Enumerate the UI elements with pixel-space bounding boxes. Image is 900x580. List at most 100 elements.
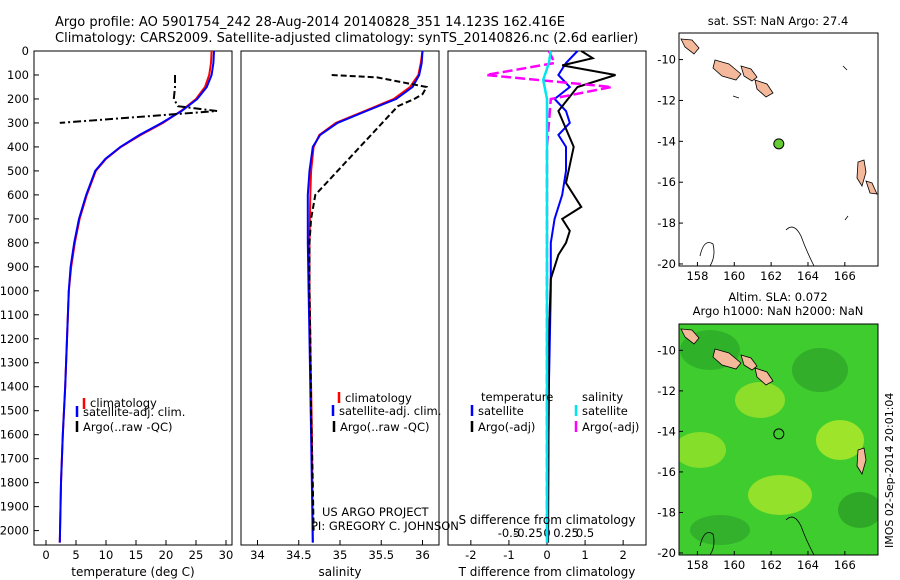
contour-line [699,532,715,555]
y-tick-label: 1100 [0,308,29,322]
sla-blob [735,382,785,418]
credit-line1: US ARGO PROJECT [322,505,430,519]
salinity-ticks: 34 34.5 35 35.5 36 [250,540,430,562]
difference-legend: temperature salinity satellite Argo(-adj… [470,390,639,434]
island-shape [754,79,774,98]
x-tick-label: 36 [415,548,430,562]
y-tick-label: 1700 [0,452,29,466]
x-tick-label: -2 [465,548,476,562]
x-tick-label: 34.5 [286,548,312,562]
y-tick-label: 400 [7,140,29,154]
lon-tick-label: 160 [723,269,745,283]
sst-map: sat. SST: NaN Argo: 27.4 158 160 162 164 166… [657,14,879,283]
y-tick-label: 1900 [0,500,29,514]
island-shape [754,367,774,386]
series-satellite-adj-clim-line [58,50,215,543]
sla-map: Altim. SLA: 0.072 Argo h1000: NaN h2000:… [657,290,879,572]
lat-tick-label: -12 [657,384,676,398]
x-tick-label: 15 [129,548,144,562]
x-tick-label: 1 [581,548,588,562]
sla-map-ticks: 158 160 162 164 166 -10 -12 -14 -16 -18 -20 [657,343,856,572]
series-argo-raw-qc-line [59,75,218,124]
series-satellite-adj-clim-line [306,50,424,543]
temperature-xlabel: temperature (deg C) [71,565,194,579]
sla-blob [748,475,812,515]
y-tick-label: 500 [7,164,29,178]
salinity-diff-tick-label: -0.25 [513,526,543,540]
y-tick-label: 1300 [0,356,29,370]
timestamp-watermark: IMOS 02-Sep-2014 20:01:04 [883,393,896,548]
lat-tick-label: -14 [657,134,676,148]
x-tick-label: 20 [159,548,174,562]
lon-tick-label: 164 [797,269,819,283]
lat-tick-label: -10 [657,53,676,67]
y-tick-label: 1000 [0,284,29,298]
sla-map-subtitle: Argo h1000: NaN h2000: NaN [693,304,864,318]
argo-float-location-marker [773,138,785,150]
salinity-panel: 34 34.5 35 35.5 36 salinity climatology sate… [240,50,459,579]
difference-panel: -2 -1 0 1 2-0.5-0.25 0 0.250.5 S difference fr… [447,50,647,579]
sst-coastlines [680,38,878,195]
lon-tick-label: 160 [723,558,745,572]
y-tick-label: 2000 [0,524,29,538]
lat-tick-label: -16 [657,175,676,189]
sst-map-frame [678,32,879,267]
legend-s-satellite: satellite [582,404,628,418]
island-shape [740,65,758,82]
salinity-xlabel: salinity [318,565,361,579]
temperature-ticks: 0 5 10 15 20 25 30 [42,540,233,562]
x-tick-label: 0 [543,548,550,562]
legend-argo: Argo(..raw -QC) [83,420,173,434]
header-line1: Argo profile: AO 5901754_242 28-Aug-2014… [55,15,565,30]
salinity-axes-frame [240,50,440,546]
legend-climatology: climatology [90,396,157,410]
series-t-argo-line [547,50,616,543]
sla-blob [816,420,864,460]
lon-tick-label: 166 [834,558,856,572]
island-shape [712,348,742,370]
y-tick-label: 200 [7,92,29,106]
y-tick-label: 100 [7,68,29,82]
lon-tick-label: 158 [686,269,708,283]
island-shape [856,447,867,475]
lon-tick-label: 162 [760,558,782,572]
temperature-axes-frame [33,50,233,546]
legend-argo: Argo(..raw -QC) [340,420,430,434]
island-shape [865,180,878,195]
y-tick-label: 1200 [0,332,29,346]
contour-line [785,226,815,267]
lon-tick-label: 164 [797,558,819,572]
legend-t-argo: Argo(-adj) [478,420,535,434]
x-tick-label: 35 [333,548,348,562]
sst-map-ticks: 158 160 162 164 166 -10 -12 -14 -16 -18 -20 [657,53,856,283]
sla-contours [699,516,815,555]
legend-t-satellite: satellite [478,404,524,418]
legend-s-argo: Argo(-adj) [582,420,639,434]
lat-tick-label: -12 [657,93,676,107]
y-tick-label: 900 [7,260,29,274]
salinity-diff-tick-label: -0.5 [498,526,520,540]
sla-map-title: Altim. SLA: 0.072 [728,290,827,304]
header-line2: Climatology: CARS2009. Satellite-adjuste… [55,31,638,46]
island-shape [856,159,867,187]
contour-line [842,65,848,71]
legend-salinity: salinity [582,390,623,404]
x-tick-label: 25 [189,548,204,562]
series-t-satellite-line [546,50,579,543]
sla-blob [679,432,726,468]
y-tick-label: 1500 [0,404,29,418]
series-climatology-line [308,50,424,543]
contour-line [699,242,715,267]
series-s-satellite-line [541,50,553,543]
x-tick-label: 30 [219,548,234,562]
x-tick-label: 10 [99,548,114,562]
y-tick-label: 1800 [0,476,29,490]
sst-map-marks [773,138,785,150]
y-tick-label: 600 [7,188,29,202]
salinity-legend: climatology satellite-adj. clim. Argo(..… [331,391,441,434]
lon-tick-label: 158 [686,558,708,572]
salinity-series [306,50,429,543]
salinity-diff-tick-label: 0.5 [576,526,594,540]
x-tick-label: 2 [619,548,626,562]
